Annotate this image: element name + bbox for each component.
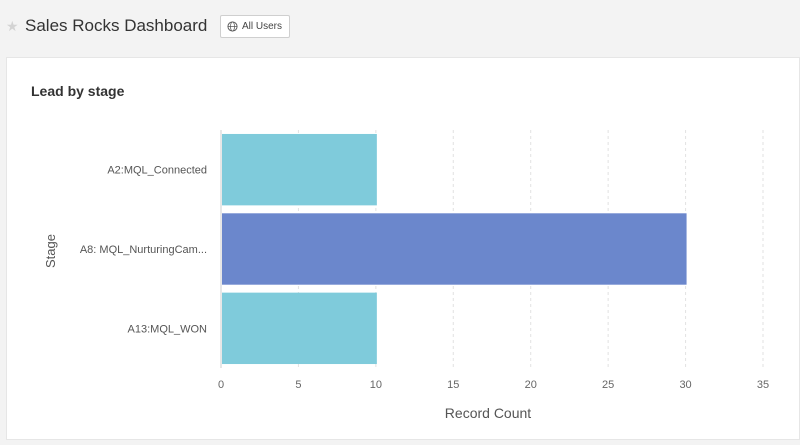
all-users-filter-button[interactable]: All Users <box>220 15 291 38</box>
bar-chart: 0 5 10 15 20 25 30 35 A2:MQL_Connected A8: MQL_Nu… <box>43 130 769 421</box>
all-users-label: All Users <box>242 21 283 32</box>
bar <box>222 133 377 206</box>
x-axis-label: Record Count <box>445 405 531 421</box>
star-icon[interactable]: ★ <box>6 18 19 34</box>
x-tick-label: 10 <box>370 379 382 391</box>
x-tick-label: 35 <box>757 379 769 391</box>
chart-title: Lead by stage <box>31 83 125 99</box>
globe-icon <box>227 21 238 32</box>
x-tick-label: 25 <box>602 379 614 391</box>
bar <box>222 213 687 285</box>
chart-card: Lead by stage 0 5 10 15 20 25 30 35 A2:MQL_Conne… <box>6 57 800 440</box>
bar <box>222 292 377 365</box>
x-tick-label: 5 <box>295 379 301 391</box>
y-category-label: A8: MQL_NurturingCam... <box>80 244 207 256</box>
y-category-label: A2:MQL_Connected <box>107 165 207 177</box>
dashboard-header: ★ Sales Rocks Dashboard All Users <box>0 0 800 56</box>
x-tick-label: 0 <box>218 379 224 391</box>
dashboard-title: Sales Rocks Dashboard <box>25 16 208 35</box>
x-tick-label: 30 <box>679 379 691 391</box>
x-tick-label: 15 <box>447 379 459 391</box>
y-category-label: A13:MQL_WON <box>128 323 208 335</box>
x-tick-label: 20 <box>525 379 537 391</box>
y-axis-label: Stage <box>43 234 58 268</box>
